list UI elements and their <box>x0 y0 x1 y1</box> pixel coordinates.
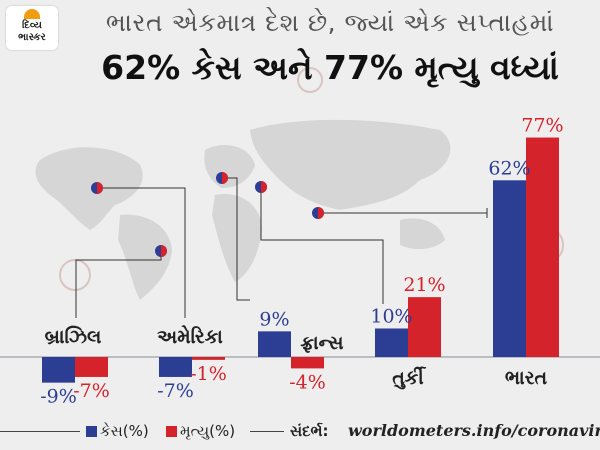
chart-footer: કેસ(%) મૃત્યુ(%) સંદર્ભ: worldometers.in… <box>0 418 600 450</box>
bar-cases-india <box>493 180 526 357</box>
bar-cases-brazil <box>42 357 75 383</box>
leader-line-usa <box>100 187 186 318</box>
bar-cases-france <box>258 331 291 357</box>
data-label-cases-india: 62% <box>488 157 530 179</box>
data-label-deaths-brazil: -7% <box>73 380 110 402</box>
legend-swatch-deaths <box>166 426 177 437</box>
chart-title: ભારત એકમાત્ર દેશ છે, જ્યાં એક સપ્તાહમાં <box>105 8 555 37</box>
sun-icon <box>24 9 40 19</box>
legend-divider <box>0 431 80 432</box>
data-label-deaths-france: -4% <box>289 371 326 393</box>
legend-label-cases: કેસ(%) <box>100 422 149 440</box>
category-label-france: ફ્રાન્સ <box>300 332 343 354</box>
legend-label-deaths: મૃત્યુ(%) <box>180 422 236 440</box>
source-url: worldometers.info/coronavirus <box>348 421 600 440</box>
legend-divider <box>250 431 284 432</box>
data-label-cases-brazil: -9% <box>40 386 77 408</box>
bar-deaths-brazil <box>75 357 108 377</box>
legend-swatch-cases <box>86 426 97 437</box>
bar-deaths-turkey <box>408 297 441 357</box>
data-label-deaths-india: 77% <box>521 115 563 137</box>
bar-deaths-france <box>291 357 324 369</box>
map-marker-india <box>312 207 324 219</box>
bar-cases-turkey <box>375 328 408 357</box>
category-label-brazil: બ્રાઝિલ <box>45 326 102 348</box>
chart-subtitle: 62% કેસ અને 77% મૃત્યુ વધ્યાં <box>101 48 559 87</box>
data-label-deaths-usa: -1% <box>190 363 227 385</box>
data-label-cases-turkey: 10% <box>370 306 412 328</box>
map-marker-brazil <box>155 245 167 257</box>
bar-deaths-india <box>526 137 559 357</box>
logo-text: દિવ્ય ભાસ્કર <box>18 20 46 43</box>
data-label-cases-usa: -7% <box>157 380 194 402</box>
bar-deaths-usa <box>192 357 225 360</box>
leader-line-turkey <box>260 187 384 304</box>
world-map <box>35 119 451 300</box>
map-marker-france <box>216 172 228 184</box>
map-marker-turkey <box>255 181 267 193</box>
data-label-cases-france: 9% <box>259 308 289 330</box>
data-label-deaths-turkey: 21% <box>403 274 445 296</box>
brand-logo: દિવ્ય ભાસ્કર <box>6 6 58 50</box>
map-marker-usa <box>91 182 103 194</box>
leader-line-france <box>222 177 250 301</box>
bar-cases-usa <box>159 357 192 377</box>
source-label: સંદર્ભ: <box>290 422 329 440</box>
category-label-usa: અમેરિકા <box>157 325 223 348</box>
category-label-turkey: તુર્કી <box>392 367 426 389</box>
category-label-india: ભારત <box>505 367 548 389</box>
